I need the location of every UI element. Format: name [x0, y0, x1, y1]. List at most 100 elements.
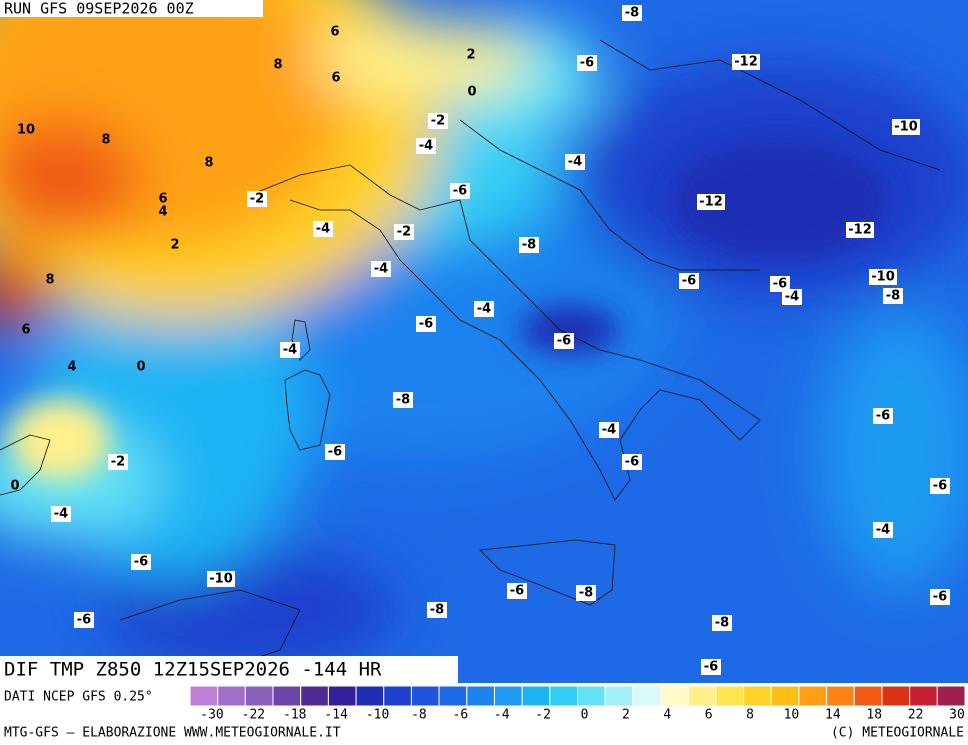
color-legend: -30 -22 -18 -14 -10 -8 -6 -4 -2 0 2 4 6 8 10 14 18 22 30 [189, 685, 966, 723]
contour-label: 6 [158, 192, 167, 207]
contour-label-box [394, 224, 414, 240]
legend-swatch [327, 685, 357, 707]
contour-label: -4 [316, 222, 330, 237]
legend-swatch [189, 685, 219, 707]
contour-label: -6 [933, 590, 947, 605]
legend-swatch [881, 685, 911, 707]
contour-label-box [474, 301, 494, 317]
contour-label: 10 [17, 123, 35, 138]
contour-label-box [131, 554, 151, 570]
contour-label: 0 [467, 85, 476, 100]
contour-label-box [427, 602, 447, 618]
contour-label-box [108, 454, 128, 470]
contour-label-box [712, 615, 732, 631]
contour-label-box [416, 138, 436, 154]
contour-label: -6 [933, 479, 947, 494]
contour-label: 6 [21, 323, 30, 338]
legend-swatch [244, 685, 274, 707]
contour-label: -8 [579, 586, 593, 601]
legend-swatch [743, 685, 772, 707]
legend-label: -14 [324, 708, 348, 723]
legend-label: -8 [411, 708, 427, 723]
footer-left: MTG-GFS — ELABORAZIONE WWW.METEOGIORNALE… [4, 726, 341, 741]
coastlines [0, 39, 941, 671]
contour-label: -4 [477, 302, 491, 317]
contour-label: -6 [328, 445, 342, 460]
contour-label: -6 [625, 455, 639, 470]
contour-label: -4 [419, 139, 433, 154]
contour-label: -8 [430, 603, 444, 618]
contour-label-box [519, 237, 539, 253]
contour-label: 6 [330, 25, 339, 40]
legend-swatch [438, 685, 468, 707]
contour-label-box [247, 191, 267, 207]
contour-label: 8 [101, 133, 110, 148]
legend-swatch [410, 685, 440, 707]
legend-label: 8 [746, 708, 754, 723]
contour-label: 2 [170, 238, 179, 253]
contour-label-box [622, 5, 642, 21]
legend-label: 6 [705, 708, 713, 723]
contour-label-box [313, 221, 333, 237]
contour-label-box [930, 589, 950, 605]
contour-label-box [554, 333, 574, 349]
contour-label-box [51, 506, 71, 522]
legend-swatch [936, 685, 966, 707]
contour-label: -6 [773, 277, 787, 292]
legend-label: 14 [825, 708, 841, 723]
legend-label: 10 [784, 708, 800, 723]
contour-label-box [428, 113, 448, 129]
contour-label-box [873, 408, 893, 424]
legend-label: 4 [663, 708, 671, 723]
contour-label-box [507, 583, 527, 599]
contour-label: 8 [45, 273, 54, 288]
contour-label: -8 [396, 393, 410, 408]
contour-label: -4 [785, 290, 799, 305]
contour-label-box [869, 269, 897, 285]
contour-label-box [576, 585, 596, 601]
legend-label: -4 [494, 708, 510, 723]
contour-label-box [599, 422, 619, 438]
contour-label: -4 [568, 155, 582, 170]
contour-label: -6 [453, 184, 467, 199]
legend-label: -18 [283, 708, 306, 723]
legend-swatch [604, 685, 634, 707]
contour-label: -6 [134, 555, 148, 570]
run-header: RUN GFS 09SEP2026 00Z [4, 0, 194, 18]
contour-label: -8 [886, 289, 900, 304]
contour-label: -10 [894, 120, 918, 135]
contour-label-box [930, 478, 950, 494]
legend-swatch [521, 685, 551, 707]
contour-label-box [74, 612, 94, 628]
contour-label: 8 [273, 58, 282, 73]
legend-swatch [715, 685, 745, 707]
legend-swatch [466, 685, 495, 707]
contour-label: -6 [419, 317, 433, 332]
contour-label: -6 [510, 584, 524, 599]
contour-label: -12 [734, 55, 758, 70]
contour-label: -4 [876, 523, 890, 538]
map-title: DIF TMP Z850 12Z15SEP2026 -144 HR [4, 659, 382, 681]
contour-label-box [846, 222, 874, 238]
contour-label-box [371, 261, 391, 277]
contour-label: -6 [876, 409, 890, 424]
contour-label-box [393, 392, 413, 408]
legend-swatch [826, 685, 855, 707]
contour-label-box [325, 444, 345, 460]
legend-swatch [383, 685, 412, 707]
contour-label-box [873, 522, 893, 538]
contour-label-box [280, 342, 300, 358]
footer-right: (C) METEOGIORNALE [831, 726, 964, 741]
contour-label: -8 [625, 6, 639, 21]
legend-label: 18 [866, 708, 882, 723]
contour-label: -2 [431, 114, 445, 129]
legend-swatch [300, 685, 329, 707]
contour-label: -6 [77, 613, 91, 628]
legend-swatch [217, 685, 246, 707]
legend-swatch [770, 685, 800, 707]
legend-label: -10 [366, 708, 389, 723]
contour-label: -6 [557, 334, 571, 349]
legend-label: 30 [949, 708, 965, 723]
